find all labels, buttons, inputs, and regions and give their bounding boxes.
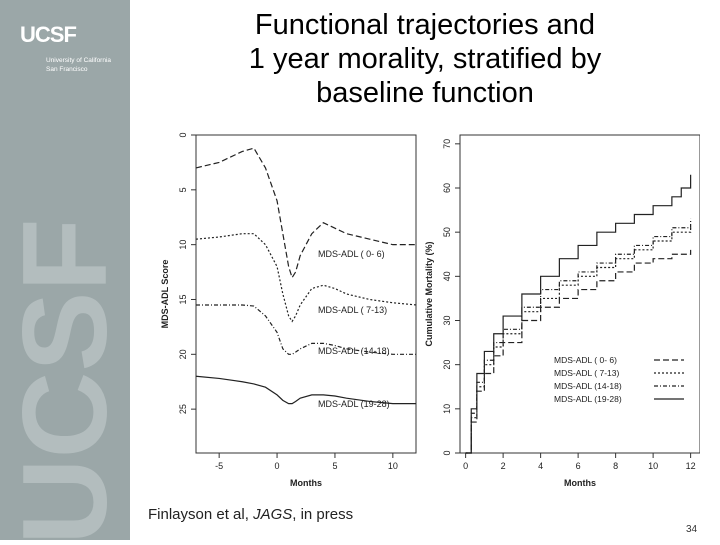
y-tick-label: 50 — [442, 227, 452, 237]
citation-prefix: Finlayson et al, — [148, 506, 254, 523]
ucsf-logo: UCSF — [20, 22, 77, 47]
series-annotation: MDS-ADL ( 0- 6) — [318, 249, 385, 259]
y-tick-label: 70 — [442, 139, 452, 149]
ucsf-watermark: UCSF — [0, 218, 132, 545]
citation-journal: JAGS — [253, 506, 293, 523]
legend-label: MDS-ADL ( 7-13) — [554, 368, 620, 378]
x-tick-label: 12 — [686, 461, 696, 471]
mortality-chart: 0 2 4 6 8 10 12 0 10 20 30 40 50 60 70 Months Cumulative… — [424, 134, 700, 488]
y-tick-label: 15 — [178, 294, 188, 304]
citation: Finlayson et al, JAGS, in press — [148, 506, 353, 523]
logo-subtitle-line2: San Francisco — [46, 66, 88, 73]
y-tick-label: 0 — [178, 132, 188, 137]
legend-label: MDS-ADL (19-28) — [554, 394, 622, 404]
series-line-3 — [196, 304, 416, 355]
y-axis-label: MDS-ADL Score — [160, 260, 170, 329]
page-number: 34 — [686, 524, 698, 535]
x-tick-label: 10 — [388, 461, 398, 471]
legend-label: MDS-ADL (14-18) — [554, 381, 622, 391]
trajectory-chart: -5 0 5 10 0 5 10 15 20 25 Months MDS-ADL Score MDS-A… — [160, 132, 417, 488]
y-tick-label: 30 — [442, 315, 452, 325]
y-tick-label: 10 — [442, 404, 452, 414]
series-annotation: MDS-ADL (19-28) — [318, 399, 390, 409]
y-tick-label: 10 — [178, 240, 188, 250]
plot-frame — [195, 134, 417, 454]
y-axis-label: Cumulative Mortality (%) — [424, 241, 434, 346]
x-axis-label: Months — [564, 478, 596, 488]
x-tick-label: 4 — [538, 461, 543, 471]
y-tick-label: 0 — [442, 450, 452, 455]
x-axis-label: Months — [290, 478, 322, 488]
title-line-1: Functional trajectories and — [254, 9, 596, 41]
plot-frame — [459, 134, 700, 454]
citation-suffix: , in press — [292, 506, 354, 523]
series-annotation: MDS-ADL ( 7-13) — [318, 305, 387, 315]
y-tick-label: 20 — [178, 349, 188, 359]
logo-subtitle-line1: University of California — [46, 57, 112, 64]
y-tick-label: 5 — [178, 187, 188, 192]
x-tick-label: -5 — [215, 461, 223, 471]
x-tick-label: 0 — [463, 461, 468, 471]
x-tick-label: 6 — [576, 461, 581, 471]
y-tick-label: 25 — [178, 404, 188, 414]
y-tick-label: 40 — [442, 271, 452, 281]
x-tick-label: 2 — [501, 461, 506, 471]
y-tick-label: 60 — [442, 183, 452, 193]
y-tick-label: 20 — [442, 360, 452, 370]
series-annotation: MDS-ADL (14-18) — [318, 346, 390, 356]
title-line-2: 1 year morality, stratified by — [248, 43, 602, 75]
x-tick-label: 8 — [613, 461, 618, 471]
series-line-2 — [465, 227, 692, 454]
sidebar: UCSF University of California San Franci… — [0, 0, 132, 545]
x-tick-label: 5 — [332, 461, 337, 471]
series-line-1 — [465, 249, 692, 454]
x-tick-label: 0 — [275, 461, 280, 471]
series-line-2 — [195, 233, 417, 323]
series-line-4 — [195, 375, 416, 405]
slide-title: Functional trajectories and 1 year moral… — [170, 8, 680, 110]
logo-subtitle: University of California San Francisco — [46, 56, 126, 74]
series-line-4 — [465, 174, 692, 454]
x-tick-label: 10 — [648, 461, 658, 471]
legend-label: MDS-ADL ( 0- 6) — [554, 355, 617, 365]
title-line-3: baseline function — [316, 77, 534, 109]
series-line-1 — [195, 147, 416, 279]
